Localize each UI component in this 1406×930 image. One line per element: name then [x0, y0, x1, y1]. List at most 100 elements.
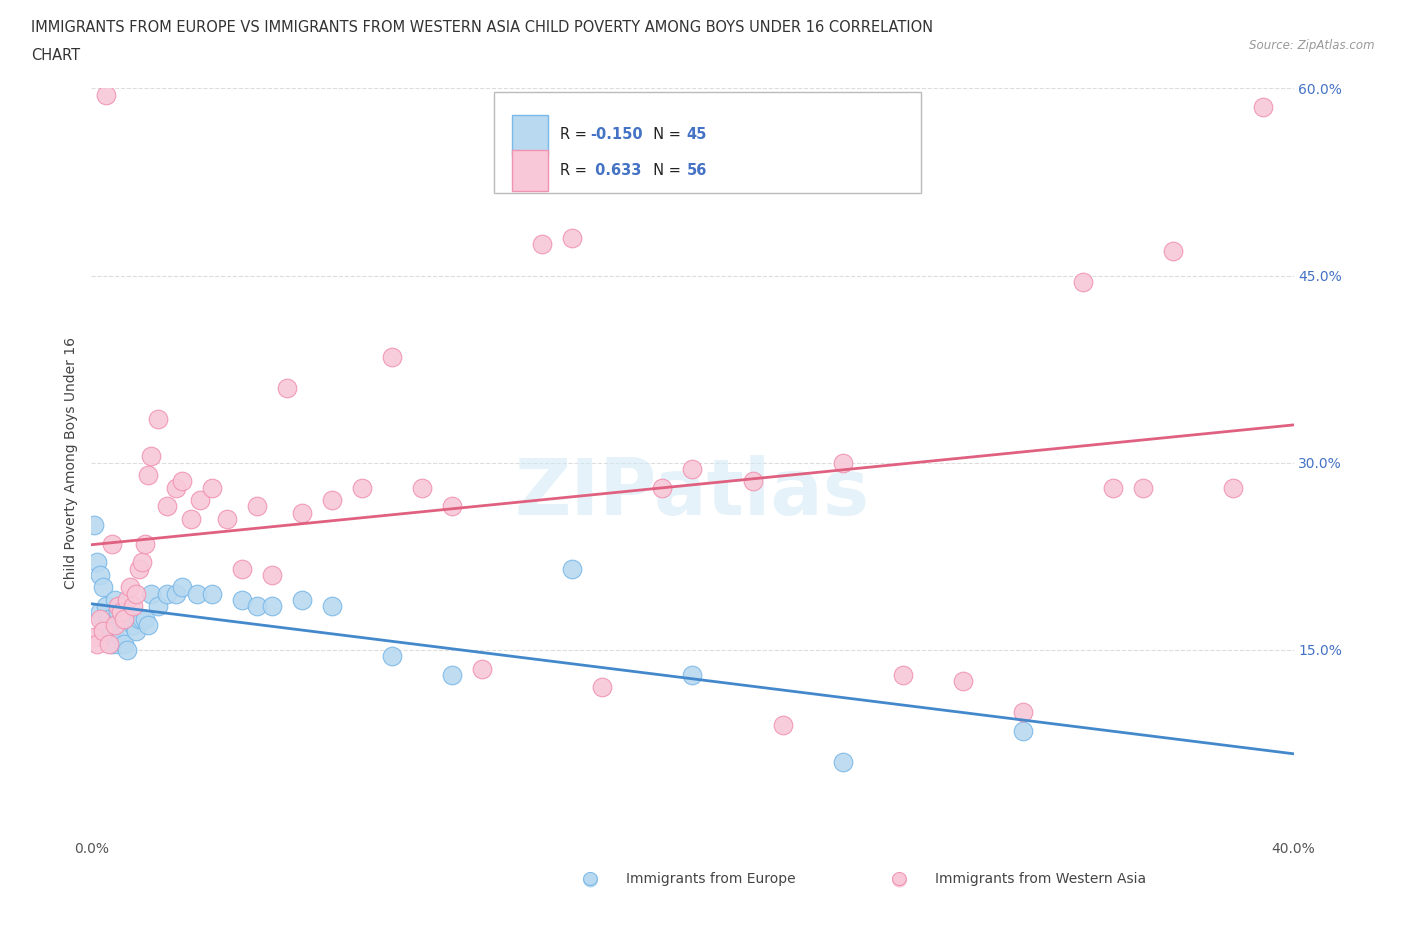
Point [98, 636, 121, 651]
Point [101, 624, 124, 639]
Point [114, 636, 136, 651]
Point [411, 480, 433, 495]
Point [531, 237, 554, 252]
Point [260, 567, 283, 582]
Point [101, 636, 124, 651]
Point [134, 537, 156, 551]
FancyBboxPatch shape [512, 114, 548, 155]
Text: N =: N = [644, 127, 686, 142]
Point [86, 636, 108, 651]
Point [1222, 480, 1244, 495]
Point [155, 586, 177, 601]
Point [321, 599, 343, 614]
Point [89, 567, 111, 582]
Point [120, 611, 142, 626]
Point [128, 562, 150, 577]
Point [131, 555, 153, 570]
Point [104, 630, 127, 644]
Text: 56: 56 [686, 163, 707, 179]
Point [93, 624, 115, 639]
Point [231, 592, 253, 607]
Point [170, 474, 193, 489]
Point [138, 468, 160, 483]
Point [122, 618, 145, 632]
Point [440, 668, 463, 683]
Point [141, 586, 163, 601]
Text: IMMIGRANTS FROM EUROPE VS IMMIGRANTS FROM WESTERN ASIA CHILD POVERTY AMONG BOYS : IMMIGRANTS FROM EUROPE VS IMMIGRANTS FRO… [31, 20, 934, 35]
Point [114, 611, 136, 626]
Point [246, 498, 269, 513]
Point [681, 461, 703, 476]
Point [120, 580, 142, 595]
Point [215, 512, 238, 526]
Point [188, 493, 211, 508]
Point [1132, 480, 1154, 495]
Text: R =: R = [560, 127, 592, 142]
Point [122, 599, 145, 614]
Point [107, 605, 129, 620]
Text: Immigrants from Western Asia: Immigrants from Western Asia [935, 871, 1146, 886]
Point [561, 562, 583, 577]
Point [741, 474, 763, 489]
Point [104, 618, 127, 632]
FancyBboxPatch shape [512, 150, 548, 191]
Text: ○: ○ [582, 870, 599, 888]
Point [440, 498, 463, 513]
Point [291, 505, 314, 520]
Text: ○: ○ [891, 870, 908, 888]
Point [1071, 274, 1094, 289]
Point [165, 586, 187, 601]
Text: Immigrants from Europe: Immigrants from Europe [626, 871, 796, 886]
Point [107, 636, 129, 651]
Point [110, 605, 132, 620]
Point [125, 586, 148, 601]
Point [276, 380, 298, 395]
Y-axis label: Child Poverty Among Boys Under 16: Child Poverty Among Boys Under 16 [65, 337, 79, 589]
Point [471, 661, 494, 676]
Point [110, 630, 132, 644]
Point [952, 673, 974, 688]
Point [180, 512, 202, 526]
Text: ZIPatlas: ZIPatlas [515, 455, 870, 531]
Point [117, 643, 139, 658]
Text: ●: ● [582, 870, 599, 888]
Point [186, 586, 208, 601]
Point [591, 680, 613, 695]
Text: -0.150: -0.150 [591, 127, 643, 142]
Text: N =: N = [644, 163, 686, 179]
Point [98, 624, 121, 639]
Point [831, 456, 853, 471]
Point [201, 586, 224, 601]
Point [155, 498, 177, 513]
Point [83, 630, 105, 644]
Point [1012, 705, 1035, 720]
Point [321, 493, 343, 508]
Text: 45: 45 [686, 127, 707, 142]
Point [170, 580, 193, 595]
Text: 0.633: 0.633 [591, 163, 641, 179]
Point [381, 349, 404, 364]
Point [891, 668, 914, 683]
Point [260, 599, 283, 614]
Text: Source: ZipAtlas.com: Source: ZipAtlas.com [1250, 39, 1375, 52]
Point [110, 611, 132, 626]
Point [89, 605, 111, 620]
Point [1012, 724, 1035, 738]
Point [1253, 100, 1275, 114]
Point [104, 592, 127, 607]
Point [93, 580, 115, 595]
Point [651, 480, 673, 495]
Point [89, 611, 111, 626]
Point [141, 449, 163, 464]
Point [107, 599, 129, 614]
Point [96, 618, 118, 632]
Point [128, 611, 150, 626]
Point [93, 611, 115, 626]
Point [1102, 480, 1125, 495]
Point [134, 611, 156, 626]
Point [246, 599, 269, 614]
Point [165, 480, 187, 495]
Point [146, 412, 169, 427]
Point [231, 562, 253, 577]
FancyBboxPatch shape [494, 92, 921, 193]
